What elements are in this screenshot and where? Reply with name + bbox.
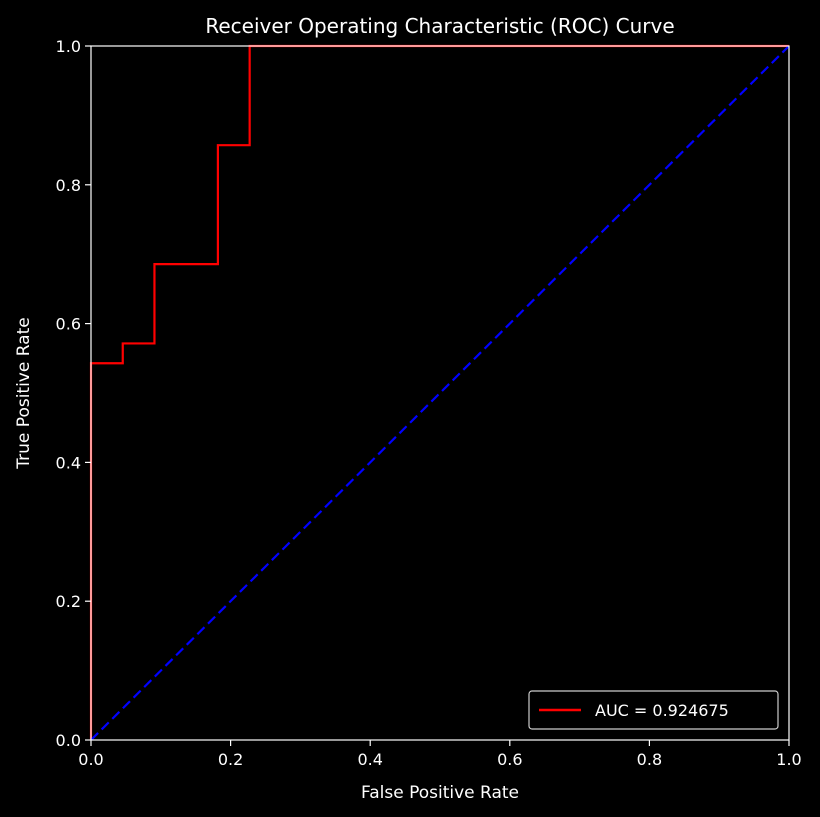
y-tick-label: 1.0: [56, 37, 81, 56]
plot-frame: [90, 45, 790, 741]
y-axis-label: True Positive Rate: [14, 317, 34, 469]
x-tick-label: 0.6: [497, 750, 522, 769]
legend: AUC = 0.924675: [528, 690, 779, 730]
roc-curve-line: [89, 44, 789, 740]
x-tick-label: 0.4: [357, 750, 382, 769]
y-tick-label: 0.2: [56, 592, 81, 611]
x-tick-label: 1.0: [776, 750, 801, 769]
series-layer: [89, 44, 790, 741]
y-tick-label: 0.4: [56, 453, 81, 472]
y-tick-label: 0.8: [56, 176, 81, 195]
plot-area: [91, 46, 789, 740]
chart-title: Receiver Operating Characteristic (ROC) …: [205, 14, 674, 38]
x-tick-label: 0.8: [637, 750, 662, 769]
x-axis-ticks: 0.0 0.2 0.4 0.6 0.8 1.0: [78, 740, 802, 769]
x-tick-label: 0.2: [218, 750, 243, 769]
x-tick-label: 0.0: [78, 750, 103, 769]
legend-box: [528, 690, 779, 730]
legend-label-roc: AUC = 0.924675: [595, 701, 729, 720]
x-axis-label: False Positive Rate: [361, 783, 519, 803]
y-tick-label: 0.0: [56, 731, 81, 750]
y-tick-label: 0.6: [56, 315, 81, 334]
y-axis-ticks: 0.0 0.2 0.4 0.6 0.8 1.0: [56, 37, 91, 750]
